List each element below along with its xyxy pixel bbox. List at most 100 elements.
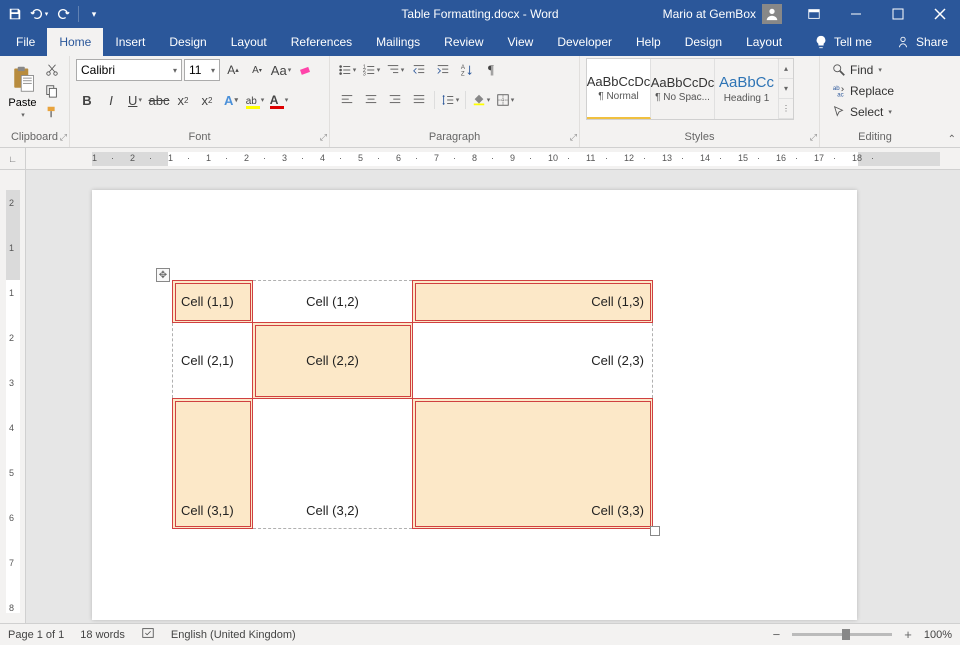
table-cell[interactable]: Cell (2,2) [253,323,413,399]
paste-button[interactable]: Paste ▾ [6,58,39,124]
vertical-ruler[interactable]: 2112345678 [0,170,26,623]
replace-button[interactable]: abac Replace [828,81,898,101]
undo-button[interactable]: ▾ [28,3,50,25]
language-indicator[interactable]: English (United Kingdom) [171,629,296,641]
ribbon-display-button[interactable] [796,0,832,28]
page[interactable]: ✥ Cell (1,1)Cell (1,2)Cell (1,3)Cell (2,… [92,190,857,620]
redo-button[interactable] [52,3,74,25]
style-scroll[interactable]: ▴ [779,59,793,79]
change-case-button[interactable]: Aa▾ [270,60,292,80]
italic-button[interactable]: I [100,90,122,110]
underline-button[interactable]: U▾ [124,90,146,110]
style-item[interactable]: AaBbCcDc¶ No Spac... [651,59,715,119]
tab-review[interactable]: Review [432,28,495,56]
style-gallery[interactable]: AaBbCcDc¶ NormalAaBbCcDc¶ No Spac...AaBb… [586,58,794,120]
table-cell[interactable]: Cell (2,1) [173,323,253,399]
maximize-button[interactable] [880,0,916,28]
table-cell[interactable]: Cell (3,3) [413,399,653,529]
styles-launcher[interactable]: ⤢ [810,132,817,143]
shrink-font-button[interactable]: A▾ [246,60,268,80]
collapse-ribbon-button[interactable]: ⌃ [948,134,956,145]
copy-button[interactable] [41,81,63,101]
page-indicator[interactable]: Page 1 of 1 [8,629,64,641]
spellcheck-button[interactable] [141,626,155,643]
align-right-button[interactable] [384,90,406,110]
tab-insert[interactable]: Insert [103,28,157,56]
cut-button[interactable] [41,60,63,80]
numbering-button[interactable]: 123▾ [360,60,382,80]
tab-layout[interactable]: Layout [734,28,794,56]
bold-button[interactable]: B [76,90,98,110]
tab-layout[interactable]: Layout [219,28,279,56]
superscript-button[interactable]: x2 [196,90,218,110]
find-button[interactable]: Find ▾ [828,60,898,80]
qat-customize-button[interactable]: ▾ [83,3,105,25]
table-resize-handle[interactable] [650,526,660,536]
share-button[interactable]: Share [884,35,960,49]
tab-file[interactable]: File [4,28,47,56]
highlight-button[interactable]: ab▾ [244,90,266,110]
font-launcher[interactable]: ⤢ [320,132,327,143]
clear-formatting-button[interactable] [294,60,316,80]
line-spacing-button[interactable]: ▾ [439,90,461,110]
document-scroll[interactable]: ✥ Cell (1,1)Cell (1,2)Cell (1,3)Cell (2,… [26,170,960,623]
table-cell[interactable]: Cell (1,1) [173,281,253,323]
table-cell[interactable]: Cell (1,3) [413,281,653,323]
zoom-slider[interactable] [792,633,892,636]
align-left-button[interactable] [336,90,358,110]
dropdown-icon: ▾ [173,66,177,75]
document-table[interactable]: Cell (1,1)Cell (1,2)Cell (1,3) Cell (2,1)… [172,280,653,529]
tab-references[interactable]: References [279,28,364,56]
horizontal-ruler[interactable]: 1·2·1·1·2·3·4·5·6·7·8·9·10·11·12·13·14·1… [26,148,960,169]
zoom-in-button[interactable]: + [900,627,916,642]
font-size-combo[interactable]: 11 ▾ [184,59,220,81]
tab-home[interactable]: Home [47,28,103,56]
table-move-handle[interactable]: ✥ [156,268,170,282]
style-scroll[interactable]: ⋮ [779,99,793,119]
user-account[interactable]: Mario at GemBox [655,4,790,24]
shading-button[interactable]: ▾ [470,90,492,110]
decrease-indent-button[interactable] [408,60,430,80]
tab-selector[interactable]: ∟ [0,148,26,170]
tab-help[interactable]: Help [624,28,673,56]
zoom-thumb[interactable] [842,629,850,640]
select-button[interactable]: Select ▾ [828,102,898,122]
clipboard-launcher[interactable]: ⤢ [60,132,67,143]
tell-me-search[interactable]: Tell me [802,35,884,49]
bullets-icon [338,63,352,77]
borders-button[interactable]: ▾ [494,90,516,110]
align-center-button[interactable] [360,90,382,110]
font-color-button[interactable]: A▾ [268,90,290,110]
increase-indent-button[interactable] [432,60,454,80]
bullets-button[interactable]: ▾ [336,60,358,80]
tab-view[interactable]: View [496,28,546,56]
zoom-out-button[interactable]: − [769,627,785,642]
word-count[interactable]: 18 words [80,629,125,641]
justify-button[interactable] [408,90,430,110]
style-item[interactable]: AaBbCcDc¶ Normal [587,59,651,119]
table-cell[interactable]: Cell (3,1) [173,399,253,529]
tab-design[interactable]: Design [157,28,218,56]
paragraph-launcher[interactable]: ⤢ [570,132,577,143]
font-name-combo[interactable]: Calibri ▾ [76,59,182,81]
zoom-level[interactable]: 100% [924,629,952,641]
table-cell[interactable]: Cell (1,2) [253,281,413,323]
minimize-button[interactable] [838,0,874,28]
multilevel-list-button[interactable]: ▾ [384,60,406,80]
text-effects-button[interactable]: A▾ [220,90,242,110]
subscript-button[interactable]: x2 [172,90,194,110]
style-scroll[interactable]: ▾ [779,79,793,99]
grow-font-button[interactable]: A▴ [222,60,244,80]
style-item[interactable]: AaBbCcHeading 1 [715,59,779,119]
sort-button[interactable]: AZ [456,60,478,80]
table-cell[interactable]: Cell (2,3) [413,323,653,399]
tab-mailings[interactable]: Mailings [364,28,432,56]
tab-design[interactable]: Design [673,28,734,56]
save-button[interactable] [4,3,26,25]
show-marks-button[interactable]: ¶ [480,60,502,80]
table-cell[interactable]: Cell (3,2) [253,399,413,529]
strikethrough-button[interactable]: abc [148,90,170,110]
format-painter-button[interactable] [41,102,63,122]
close-button[interactable] [922,0,958,28]
tab-developer[interactable]: Developer [545,28,624,56]
